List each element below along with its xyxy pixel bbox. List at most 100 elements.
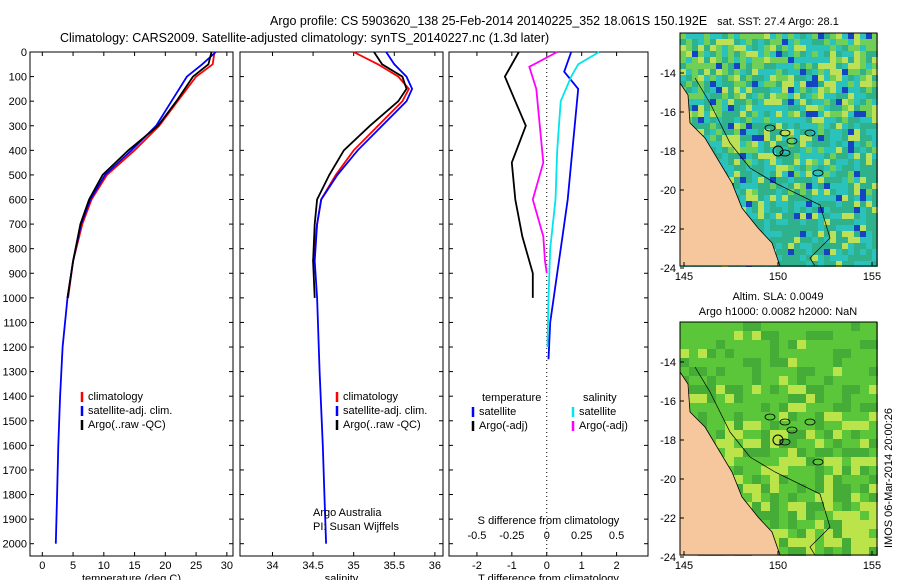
salinity-series-2 [312, 51, 408, 298]
map-cell [698, 394, 707, 403]
map-cell [770, 207, 776, 213]
map-cell [722, 135, 728, 141]
map-cell [824, 439, 833, 448]
map-cell [752, 201, 758, 207]
map-cell [752, 45, 758, 51]
map-cell [848, 57, 854, 63]
map-cell [728, 135, 734, 141]
map-cell [725, 421, 734, 430]
map-cell [770, 430, 779, 439]
map-cell [770, 466, 779, 475]
map-cell [806, 117, 812, 123]
map-cell [776, 177, 782, 183]
map-y-tick-label: -16 [660, 107, 676, 119]
map-cell [824, 117, 830, 123]
map-cell [716, 33, 722, 39]
map-cell [851, 394, 860, 403]
map-cell [758, 189, 764, 195]
map-cell [761, 412, 770, 421]
map-cell [770, 484, 779, 493]
y-tick-label: 1600 [3, 440, 27, 452]
map-cell [698, 412, 707, 421]
map-cell [860, 439, 869, 448]
map-cell [824, 39, 830, 45]
map-cell [866, 123, 872, 129]
map-cell [842, 261, 848, 267]
map-cell [764, 201, 770, 207]
map-cell [824, 403, 833, 412]
map-cell [797, 403, 806, 412]
x-tick-label: 10 [98, 560, 110, 572]
map-cell [758, 75, 764, 81]
map-cell [836, 255, 842, 261]
map-cell [836, 231, 842, 237]
map-cell [788, 177, 794, 183]
map-cell [842, 511, 851, 520]
map-cell [761, 394, 770, 403]
map-cell [728, 99, 734, 105]
map-cell [848, 123, 854, 129]
x-tick-label: -2 [472, 560, 482, 572]
map-cell [830, 225, 836, 231]
map-cell [788, 213, 794, 219]
map-cell [836, 213, 842, 219]
map-cell [752, 385, 761, 394]
map-cell [818, 75, 824, 81]
map-cell [872, 261, 878, 267]
map-cell [686, 57, 692, 63]
map-cell [725, 322, 734, 331]
map-cell [824, 520, 833, 529]
map-cell [752, 51, 758, 57]
map-cell [722, 69, 728, 75]
map-cell [740, 129, 746, 135]
map-cell [788, 376, 797, 385]
map-cell [851, 547, 860, 556]
map-cell [743, 376, 752, 385]
map-cell [860, 255, 866, 261]
map-cell [782, 135, 788, 141]
map-cell [824, 159, 830, 165]
map-cell [716, 117, 722, 123]
map-cell [794, 123, 800, 129]
map-cell [860, 213, 866, 219]
map-cell [710, 105, 716, 111]
map-cell [746, 213, 752, 219]
map-cell [854, 87, 860, 93]
map-cell [740, 171, 746, 177]
map-cell [830, 69, 836, 75]
map-cell [779, 394, 788, 403]
map-cell [779, 358, 788, 367]
difference-series-1 [503, 51, 534, 298]
map-cell [866, 219, 872, 225]
map-cell [848, 225, 854, 231]
map-cell [842, 349, 851, 358]
map-cell [764, 51, 770, 57]
map-cell [818, 261, 824, 267]
map-cell [842, 412, 851, 421]
map-cell [830, 249, 836, 255]
map-cell [869, 430, 878, 439]
map-cell [770, 529, 779, 538]
map-cell [800, 183, 806, 189]
map-cell [830, 231, 836, 237]
map-cell [851, 466, 860, 475]
map-cell [704, 93, 710, 99]
map-cell [854, 147, 860, 153]
map-cell [770, 340, 779, 349]
map-cell [770, 183, 776, 189]
map-cell [740, 75, 746, 81]
map-cell [788, 520, 797, 529]
map-cell [734, 367, 743, 376]
map-cell [815, 385, 824, 394]
map-cell [806, 340, 815, 349]
map-reef [779, 129, 791, 137]
salinity-series-0 [312, 51, 410, 262]
map-cell [686, 81, 692, 87]
map-cell [806, 201, 812, 207]
map-cell [812, 69, 818, 75]
map-cell [698, 45, 704, 51]
map-cell [860, 520, 869, 529]
map-cell [869, 493, 878, 502]
map-cell [770, 331, 779, 340]
map-cell [740, 51, 746, 57]
